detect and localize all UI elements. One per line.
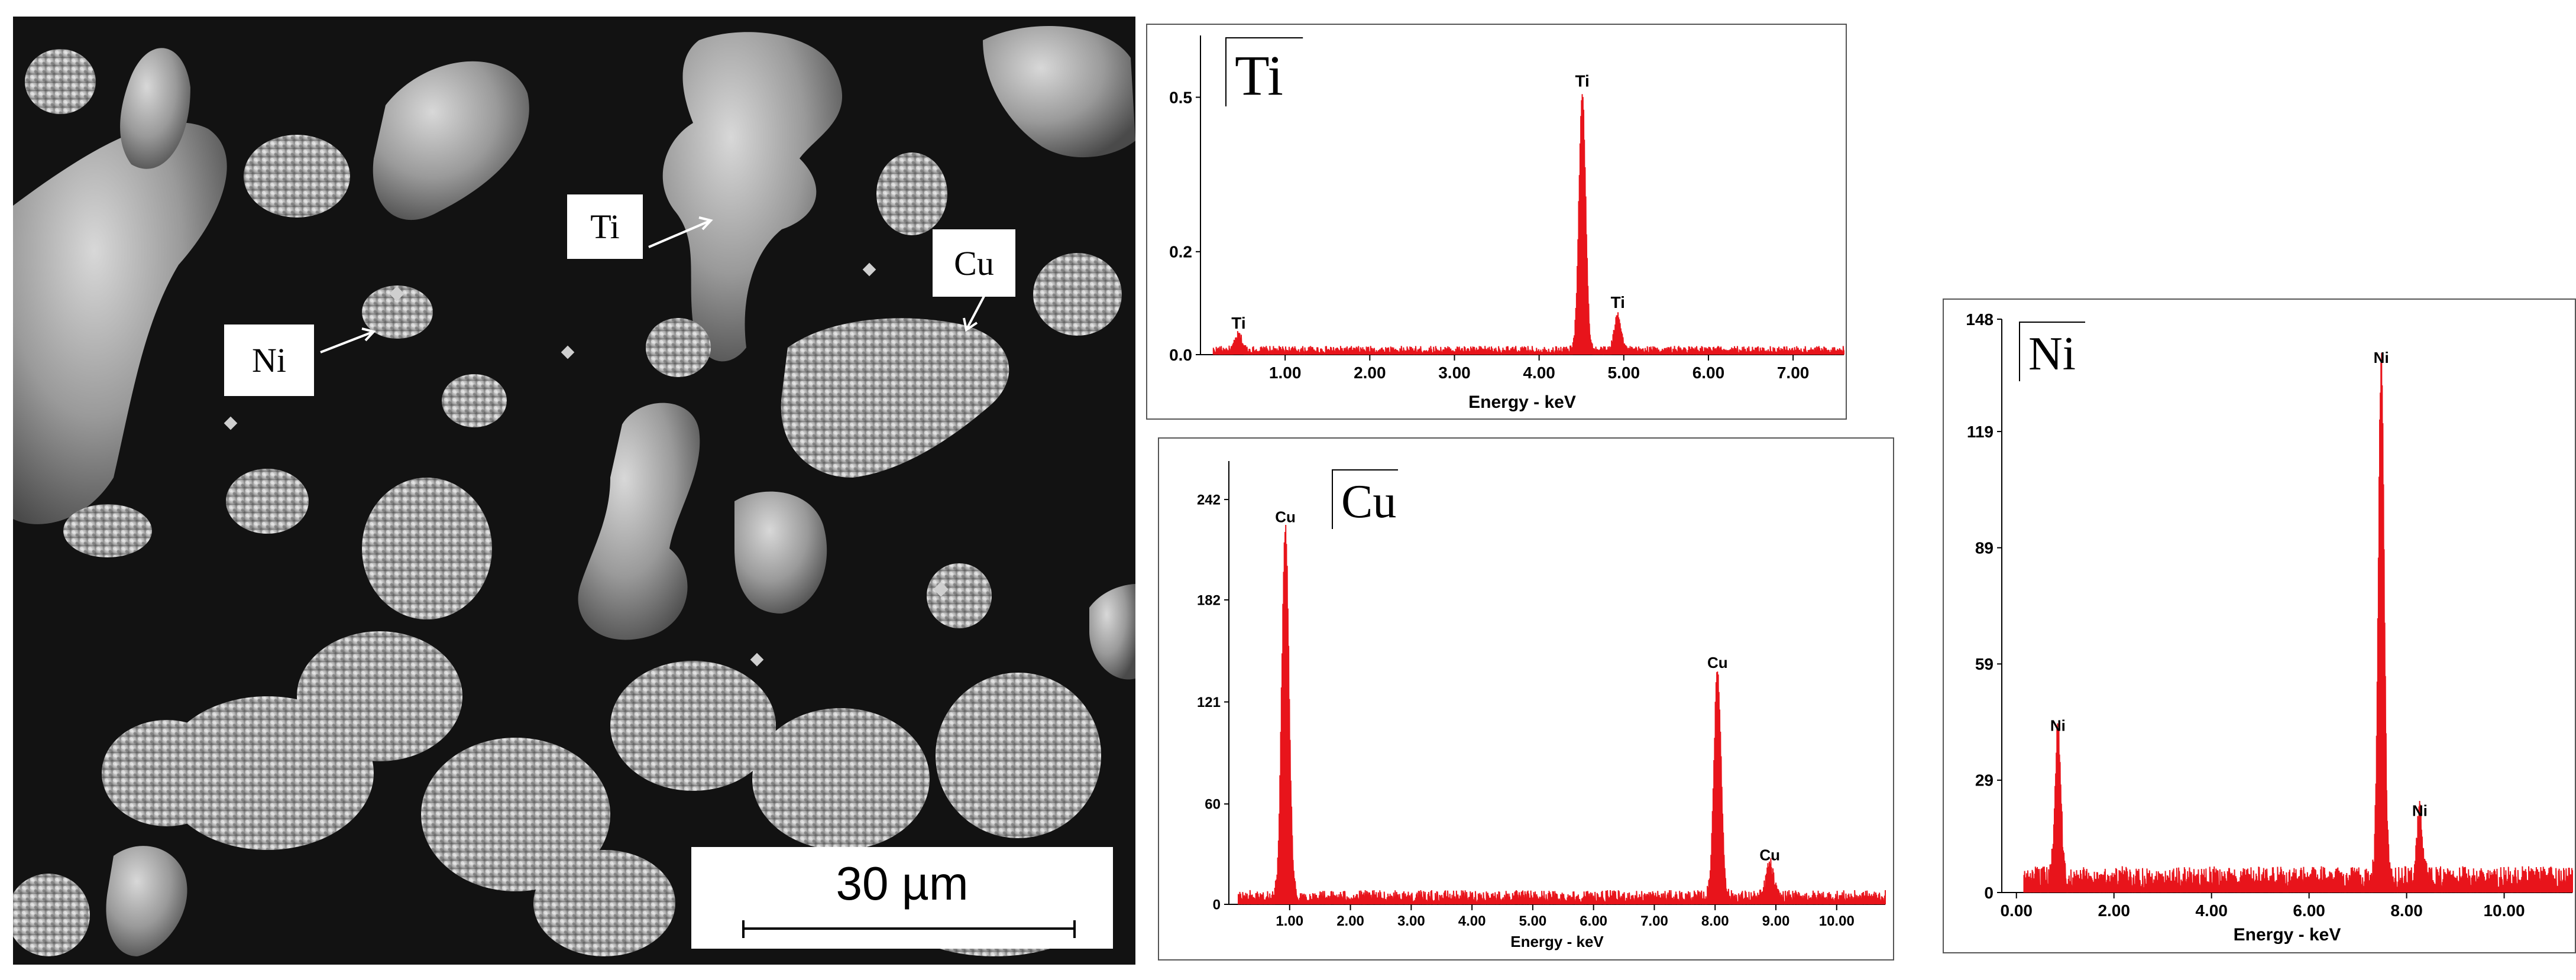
x-tick-label: 1.00 bbox=[1269, 364, 1302, 382]
y-tick-label: 0.5 bbox=[1169, 88, 1192, 106]
ni-particle-label: Ni bbox=[224, 324, 314, 396]
ti-particles bbox=[13, 26, 1135, 956]
ti-spectrum-panel: 1.00 2.00 3.00 4.00 5.00 6.00 7.00 0.0 0.2 0.5 Ene… bbox=[1146, 24, 1850, 426]
peak-label: Ni bbox=[2374, 349, 2389, 366]
x-tick-label: 1.00 bbox=[1276, 913, 1303, 929]
x-tick-label: 3.00 bbox=[1438, 364, 1471, 382]
x-tick-label: 4.00 bbox=[1458, 913, 1486, 929]
panel-element-label: Cu bbox=[1341, 476, 1396, 528]
cu-dendrite bbox=[781, 318, 1009, 478]
x-tick-label: 10.00 bbox=[2483, 901, 2525, 920]
x-tick-label: 3.00 bbox=[1397, 913, 1425, 929]
ti-spectrum-chart: 1.00 2.00 3.00 4.00 5.00 6.00 7.00 0.0 0.2 0.5 Ene… bbox=[1146, 24, 1847, 420]
x-tick-label: 10.00 bbox=[1819, 913, 1855, 929]
cu-spectrum-chart: 1.00 2.00 3.00 4.00 5.00 6.00 7.00 8.00 9.00 10.0… bbox=[1158, 437, 1894, 960]
cu-spectrum-panel: 1.00 2.00 3.00 4.00 5.00 6.00 7.00 8.00 9.00 10.0… bbox=[1146, 431, 1897, 963]
scale-bar-label: 30 µm bbox=[836, 857, 969, 910]
peak-label: Ni bbox=[2412, 802, 2428, 820]
y-tick-label: 0 bbox=[1984, 884, 1994, 902]
x-axis-title: Energy - keV bbox=[1510, 933, 1604, 950]
y-tick-label: 89 bbox=[1975, 538, 1994, 557]
x-tick-label: 6.00 bbox=[2293, 901, 2325, 920]
spectrum-trace bbox=[1238, 524, 1886, 905]
ti-particle-label: Ti bbox=[567, 194, 643, 259]
y-tick-label: 119 bbox=[1967, 423, 1994, 441]
ni-spectrum-panel: 0.00 2.00 4.00 6.00 8.00 10.00 0 29 59 89 119 148 En… bbox=[1934, 298, 2576, 960]
y-tick-label: 121 bbox=[1197, 695, 1221, 710]
x-tick-label: 4.00 bbox=[1523, 364, 1555, 382]
peak-label: Ti bbox=[1231, 314, 1245, 332]
x-tick-label: 2.00 bbox=[1336, 913, 1364, 929]
panel-label-bracket bbox=[1225, 37, 1303, 106]
ni-spectrum-chart: 0.00 2.00 4.00 6.00 8.00 10.00 0 29 59 89 119 148 En… bbox=[1943, 298, 2576, 953]
x-tick-label: 2.00 bbox=[1354, 364, 1386, 382]
x-axis-title: Energy - keV bbox=[1468, 392, 1576, 412]
y-tick-label: 148 bbox=[1966, 310, 1994, 329]
peak-label: Cu bbox=[1275, 508, 1296, 526]
peak-label: Ti bbox=[1611, 293, 1625, 311]
peak-label: Cu bbox=[1759, 846, 1780, 864]
panel-label-bracket bbox=[1332, 469, 1398, 529]
cu-particle-label: Cu bbox=[933, 229, 1015, 297]
panel-label-bracket bbox=[2019, 322, 2085, 381]
sem-micrograph: Ti Cu Ni 30 µm bbox=[7, 17, 1135, 965]
x-tick-label: 6.00 bbox=[1580, 913, 1607, 929]
panel-element-label: Ni bbox=[2028, 328, 2076, 380]
x-axis-title: Energy - keV bbox=[2234, 925, 2341, 945]
x-tick-label: 8.00 bbox=[1701, 913, 1729, 929]
spectrum-trace bbox=[1212, 94, 1844, 355]
x-tick-label: 4.00 bbox=[2195, 901, 2228, 920]
x-tick-label: 7.00 bbox=[1777, 364, 1810, 382]
x-tick-label: 8.00 bbox=[2390, 901, 2423, 920]
spectrum-frame bbox=[1943, 298, 2576, 953]
y-tick-label: 242 bbox=[1197, 492, 1221, 508]
x-tick-label: 9.00 bbox=[1762, 913, 1790, 929]
panel-element-label: Ti bbox=[1235, 44, 1283, 107]
peak-label: Ni bbox=[2050, 716, 2066, 734]
y-tick-label: 0 bbox=[1213, 897, 1221, 913]
x-tick-label: 7.00 bbox=[1640, 913, 1668, 929]
x-tick-label: 0.00 bbox=[2000, 901, 2033, 920]
scale-bar-box: 30 µm bbox=[691, 847, 1113, 949]
y-tick-label: 0.0 bbox=[1169, 346, 1192, 364]
y-tick-label: 59 bbox=[1975, 655, 1994, 673]
y-tick-label: 60 bbox=[1205, 797, 1221, 813]
y-tick-label: 0.2 bbox=[1169, 243, 1192, 261]
small-crystals bbox=[224, 262, 949, 667]
y-tick-label: 182 bbox=[1197, 592, 1221, 608]
x-tick-label: 6.00 bbox=[1692, 364, 1725, 382]
x-tick-label: 5.00 bbox=[1519, 913, 1547, 929]
scale-bar-line bbox=[742, 920, 1076, 938]
x-tick-label: 5.00 bbox=[1608, 364, 1640, 382]
sem-image bbox=[7, 17, 1135, 965]
x-tick-label: 2.00 bbox=[2098, 901, 2130, 920]
spectrum-trace bbox=[2023, 353, 2573, 893]
peak-label: Ti bbox=[1575, 72, 1589, 90]
spectrum-frame bbox=[1158, 437, 1894, 960]
peak-label: Cu bbox=[1707, 654, 1728, 671]
y-tick-label: 29 bbox=[1975, 771, 1994, 790]
